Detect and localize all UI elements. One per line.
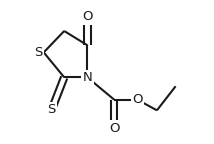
- Text: N: N: [83, 71, 92, 84]
- Text: O: O: [82, 10, 93, 23]
- Text: S: S: [34, 46, 43, 59]
- Text: O: O: [109, 122, 119, 135]
- Text: O: O: [132, 93, 143, 106]
- Text: S: S: [48, 103, 56, 116]
